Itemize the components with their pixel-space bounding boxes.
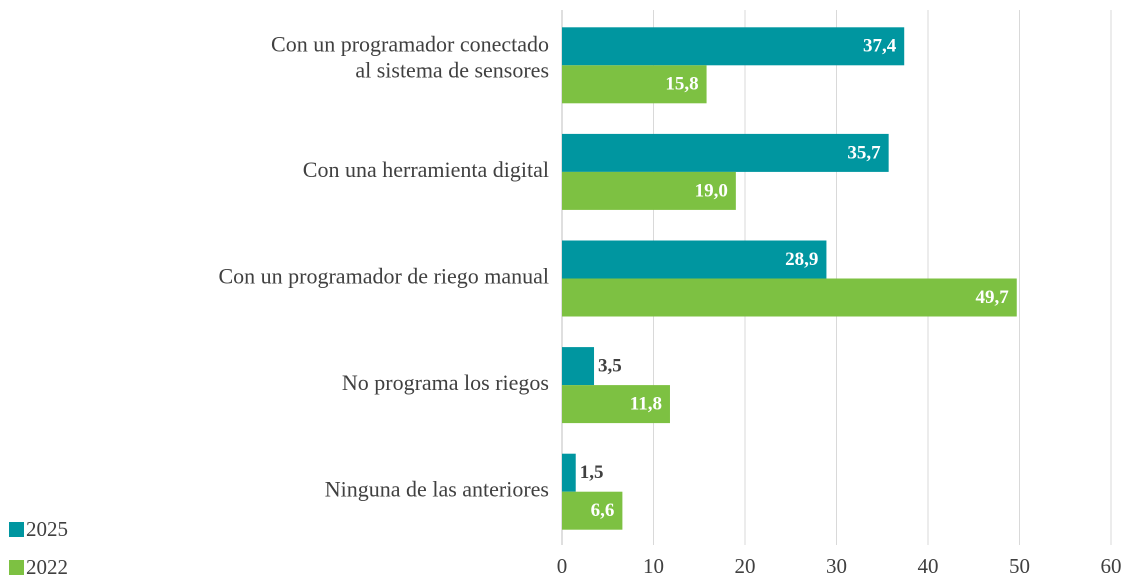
bar	[562, 65, 707, 104]
value-label: 1,5	[580, 462, 604, 483]
legend-swatch	[9, 560, 24, 575]
bar	[562, 171, 736, 210]
value-label: 49,7	[976, 287, 1010, 308]
value-label: 15,8	[665, 74, 698, 95]
x-tick-label: 10	[643, 554, 664, 578]
category-label: Con una herramienta digital	[303, 157, 549, 182]
category-label: Con un programador de riego manual	[218, 264, 549, 289]
x-tick-label: 0	[557, 554, 568, 578]
x-tick-label: 40	[918, 554, 939, 578]
x-tick-label: 30	[826, 554, 847, 578]
x-tick-label: 50	[1009, 554, 1030, 578]
bar	[562, 240, 827, 279]
value-label: 37,4	[863, 36, 897, 57]
legend-swatch	[9, 522, 24, 537]
legend-label: 2022	[26, 555, 68, 579]
bar	[562, 27, 905, 66]
value-label: 6,6	[591, 500, 615, 521]
legend-label: 2025	[26, 517, 68, 541]
bar	[562, 278, 1017, 317]
category-label: Con un programador conectado al sistema d…	[271, 31, 549, 82]
value-label: 28,9	[785, 249, 818, 270]
bar	[562, 133, 889, 172]
value-label: 11,8	[630, 393, 662, 414]
bar	[562, 453, 576, 492]
bar	[562, 385, 670, 424]
category-label: No programa los riegos	[342, 370, 549, 395]
x-tick-label: 20	[735, 554, 756, 578]
bar	[562, 347, 595, 386]
value-label: 3,5	[598, 355, 622, 376]
value-label: 35,7	[847, 142, 881, 163]
category-label: Ninguna de las anteriores	[325, 477, 549, 502]
value-label: 19,0	[695, 180, 728, 201]
bar	[562, 491, 623, 530]
x-tick-label: 60	[1101, 554, 1122, 578]
